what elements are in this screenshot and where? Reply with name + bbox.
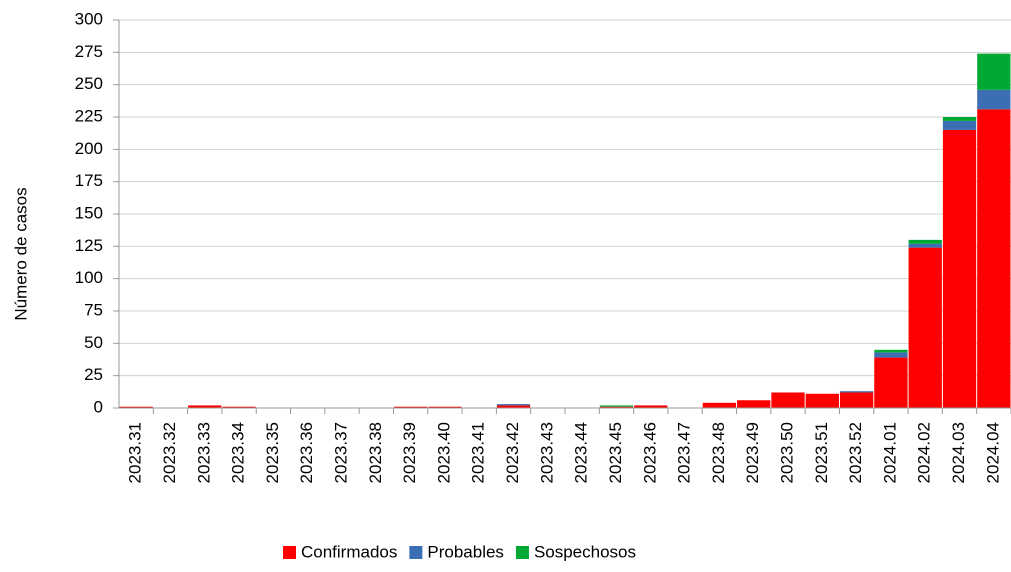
x-tick-label: 2023.33 — [194, 422, 213, 483]
y-tick-label: 50 — [84, 333, 103, 352]
y-tick-label: 25 — [84, 365, 103, 384]
x-tick-label: 2023.52 — [846, 422, 865, 483]
y-tick-label: 275 — [75, 42, 103, 61]
legend-swatch — [283, 546, 296, 559]
bar-segment — [874, 357, 908, 408]
x-tick-label: 2023.47 — [675, 422, 694, 483]
y-tick-label: 225 — [75, 106, 103, 125]
x-tick-label: 2023.50 — [777, 422, 796, 483]
y-tick-label: 100 — [75, 268, 103, 287]
bar-segment — [942, 129, 977, 408]
bar-segment — [977, 109, 1011, 409]
bar-segment — [977, 53, 1011, 90]
bar-segment — [908, 239, 942, 244]
legend-label: Probables — [427, 542, 504, 561]
bar-segment — [908, 243, 942, 248]
y-axis-label: Número de casos — [11, 187, 30, 320]
x-tick-label: 2023.49 — [743, 422, 762, 483]
x-tick-label: 2023.51 — [812, 422, 831, 483]
y-tick-label: 250 — [75, 74, 103, 93]
x-tick-label: 2023.48 — [709, 422, 728, 483]
bar-segment — [942, 117, 977, 121]
x-tick-label: 2023.39 — [400, 422, 419, 483]
legend-label: Sospechosos — [534, 542, 636, 561]
bar-segment — [874, 352, 908, 358]
bar-segment — [805, 393, 839, 408]
x-tick-label: 2024.04 — [983, 422, 1002, 483]
x-tick-label: 2024.03 — [949, 422, 968, 483]
x-tick-label: 2023.44 — [572, 422, 591, 483]
legend-swatch — [515, 546, 529, 559]
bar-segment — [428, 406, 462, 408]
x-tick-label: 2024.01 — [880, 422, 899, 483]
bar-segment — [599, 406, 634, 408]
x-tick-label: 2023.35 — [263, 422, 282, 483]
y-tick-label: 0 — [94, 397, 103, 416]
y-tick-label: 75 — [84, 300, 103, 319]
bar-segment — [188, 405, 222, 408]
bar-segment — [496, 405, 531, 408]
bar-segment — [496, 404, 531, 406]
legend-swatch — [409, 546, 423, 559]
bar-segment — [599, 405, 634, 407]
bar-segment — [634, 405, 668, 408]
legend-label: Confirmados — [301, 542, 397, 561]
bar-segment — [874, 349, 908, 353]
x-tick-label: 2023.31 — [126, 422, 145, 483]
y-tick-label: 125 — [75, 236, 103, 255]
x-tick-label: 2023.36 — [297, 422, 316, 483]
bar-segment — [839, 392, 874, 408]
x-tick-label: 2023.40 — [434, 422, 453, 483]
x-tick-label: 2023.38 — [366, 422, 385, 483]
x-tick-label: 2023.37 — [331, 422, 350, 483]
x-tick-label: 2023.43 — [537, 422, 556, 483]
x-tick-label: 2023.34 — [229, 422, 248, 483]
y-tick-label: 150 — [75, 203, 103, 222]
y-tick-label: 200 — [75, 139, 103, 158]
x-tick-label: 2023.42 — [503, 422, 522, 483]
bar-segment — [119, 406, 153, 408]
x-tick-label: 2023.45 — [606, 422, 625, 483]
bar-segment — [737, 400, 771, 408]
bar-segment — [393, 406, 428, 408]
x-tick-label: 2024.02 — [915, 422, 934, 483]
bar-segment — [908, 247, 942, 408]
bar-segment — [702, 402, 737, 408]
x-tick-label: 2023.46 — [640, 422, 659, 483]
bar-segment — [222, 406, 256, 408]
y-tick-label: 175 — [75, 171, 103, 190]
bar-segment — [942, 120, 977, 130]
bar-segment — [839, 391, 874, 393]
y-tick-label: 300 — [75, 9, 103, 28]
bar-segment — [977, 89, 1011, 110]
x-tick-label: 2023.41 — [469, 422, 488, 483]
x-tick-label: 2023.32 — [160, 422, 179, 483]
bar-segment — [771, 392, 805, 408]
